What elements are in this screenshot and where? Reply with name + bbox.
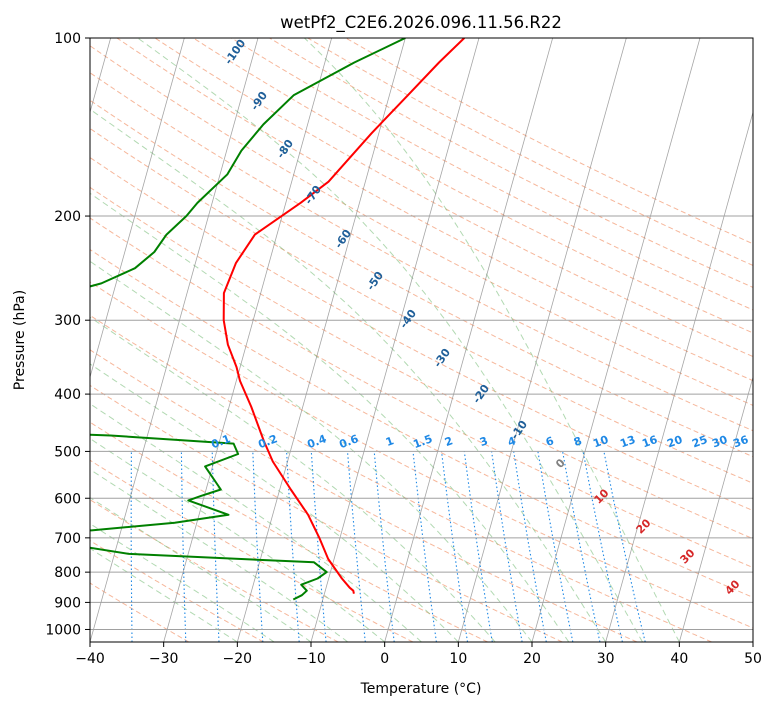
moist-adiabat	[90, 316, 496, 642]
mixing-ratio-label: 10	[591, 433, 610, 451]
y-tick-label: 700	[54, 531, 81, 547]
plot-frame	[89, 37, 754, 643]
dry-adiabat	[90, 314, 712, 642]
x-tick-label: 40	[670, 651, 688, 667]
dry-adiabat	[90, 582, 190, 642]
x-tick-label: 20	[523, 651, 541, 667]
isotherm	[163, 38, 333, 642]
isotherm	[678, 375, 753, 642]
y-tick-label: 200	[54, 209, 81, 225]
mixing-ratio-label: 0.6	[337, 432, 360, 451]
dry-adiabat	[90, 156, 753, 512]
y-tick-label: 400	[54, 387, 81, 403]
x-tick-label: 50	[744, 651, 762, 667]
mixing-ratio-label: 0.1	[209, 432, 232, 451]
mixing-ratio-label: 30	[710, 433, 729, 451]
isotherm	[605, 110, 753, 642]
y-tick-label: 1000	[45, 622, 81, 638]
y-tick-label: 600	[54, 491, 81, 507]
mixing-ratio-label: 6	[544, 434, 556, 449]
isotherm	[531, 38, 701, 642]
x-tick-label: −10	[296, 651, 326, 667]
mixing-ratio-label: 0.4	[305, 432, 328, 451]
x-tick-label: 30	[597, 651, 615, 667]
y-tick-label: 800	[54, 565, 81, 581]
mixing-ratio-label: 1.5	[411, 432, 434, 451]
moist-adiabat	[90, 260, 533, 642]
dry-adiabat	[90, 421, 488, 642]
mixing-ratio-label: 3	[478, 434, 490, 449]
isotherm	[90, 38, 259, 642]
dewpoint-line	[90, 38, 406, 601]
y-axis-label: Pressure (hPa)	[12, 290, 28, 390]
dry-adiabat	[154, 38, 753, 358]
x-tick-label: 0	[380, 651, 389, 667]
mixing-ratio-label: 25	[690, 433, 709, 450]
isotherm	[457, 38, 627, 642]
dry-adiabat	[90, 248, 753, 598]
x-tick-label: −30	[149, 651, 179, 667]
dry-adiabat	[90, 127, 753, 484]
dry-adiabat	[90, 499, 339, 642]
chart-title: wetPf2_C2E6.2026.096.11.56.R22	[280, 13, 562, 33]
x-axis-label: Temperature (°C)	[360, 681, 482, 697]
moist-adiabat	[90, 403, 422, 642]
axes: −40 −30 −20 −10 0 10 20 30 40 5010020030040050060…	[45, 31, 762, 667]
mixing-ratio-label: 4	[506, 434, 518, 449]
mixing-ratio-label: 16	[640, 433, 659, 451]
x-tick-label: 10	[449, 651, 467, 667]
isotherm	[90, 38, 185, 379]
background-lines	[90, 38, 753, 642]
isotherm	[236, 38, 406, 642]
dry-adiabat	[90, 384, 563, 642]
mixing-ratio-label: 36	[731, 433, 750, 451]
isotherm	[384, 38, 554, 642]
temperature-line	[222, 38, 465, 594]
data-lines	[90, 38, 465, 601]
dry-adiabat	[90, 459, 414, 642]
mixing-ratio-label: 1	[384, 434, 396, 449]
dry-adiabat	[268, 38, 753, 288]
mixing-ratio-label: 13	[618, 433, 637, 450]
mixing-ratio-label: 0.2	[256, 432, 279, 451]
y-tick-label: 500	[54, 444, 81, 460]
moist-adiabat	[90, 437, 386, 642]
isotherm	[310, 38, 480, 642]
dry-adiabat	[90, 186, 753, 540]
x-tick-label: −20	[223, 651, 253, 667]
y-tick-label: 900	[54, 595, 81, 611]
x-tick-label: −40	[75, 651, 105, 667]
moist-adiabat	[303, 38, 680, 642]
moist-adiabat	[90, 496, 312, 642]
dry-adiabat	[230, 38, 753, 311]
mixing-ratio-label: 2	[443, 434, 455, 449]
dry-adiabat	[192, 38, 753, 334]
y-tick-label: 100	[54, 31, 81, 47]
y-tick-label: 300	[54, 313, 81, 329]
dry-adiabat	[90, 99, 753, 458]
mixing-ratio-label: 20	[665, 433, 684, 451]
dry-adiabat	[90, 349, 638, 642]
moist-adiabat	[90, 468, 349, 642]
dry-adiabat	[90, 217, 753, 569]
moist-adiabat	[90, 192, 570, 642]
mixing-ratio-label: 8	[572, 434, 584, 449]
dry-adiabat	[90, 281, 753, 629]
moist-adiabat	[90, 363, 459, 642]
